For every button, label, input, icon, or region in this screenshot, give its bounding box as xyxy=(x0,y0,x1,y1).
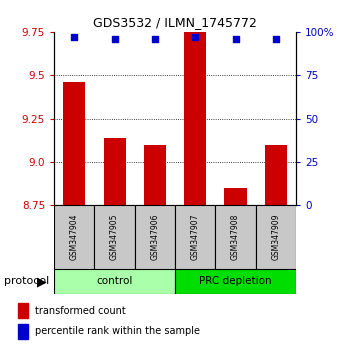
Text: GSM347909: GSM347909 xyxy=(271,214,280,261)
Point xyxy=(71,34,77,40)
Text: protocol: protocol xyxy=(4,276,49,286)
Text: control: control xyxy=(96,276,133,286)
Point xyxy=(273,36,279,42)
Bar xyxy=(175,205,216,269)
Text: GSM347908: GSM347908 xyxy=(231,214,240,261)
Text: PRC depletion: PRC depletion xyxy=(199,276,272,286)
Bar xyxy=(184,32,206,205)
Title: GDS3532 / ILMN_1745772: GDS3532 / ILMN_1745772 xyxy=(93,16,257,29)
Text: GSM347905: GSM347905 xyxy=(110,214,119,261)
Bar xyxy=(216,205,256,269)
Point xyxy=(112,36,117,42)
Text: transformed count: transformed count xyxy=(35,306,126,316)
Text: GSM347907: GSM347907 xyxy=(191,214,200,261)
Bar xyxy=(104,138,126,205)
Bar xyxy=(135,205,175,269)
Bar xyxy=(18,324,28,339)
Bar xyxy=(95,205,135,269)
Text: percentile rank within the sample: percentile rank within the sample xyxy=(35,326,200,336)
Text: ▶: ▶ xyxy=(37,275,46,288)
Bar xyxy=(54,205,95,269)
Bar xyxy=(265,144,287,205)
Bar xyxy=(144,144,166,205)
Bar xyxy=(63,82,86,205)
Bar xyxy=(18,303,28,318)
Bar xyxy=(54,269,175,294)
Bar xyxy=(225,188,247,205)
Bar xyxy=(256,205,296,269)
Text: GSM347904: GSM347904 xyxy=(70,214,79,261)
Point xyxy=(192,34,198,40)
Point xyxy=(232,36,238,42)
Text: GSM347906: GSM347906 xyxy=(151,214,160,261)
Point xyxy=(152,36,158,42)
Bar xyxy=(175,269,296,294)
